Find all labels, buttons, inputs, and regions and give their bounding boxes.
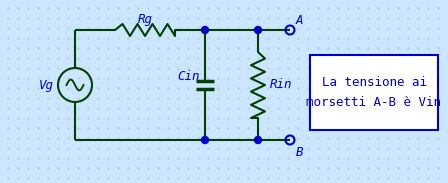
Circle shape	[254, 137, 262, 143]
Circle shape	[202, 27, 208, 33]
Bar	[310, 55, 438, 130]
Circle shape	[254, 27, 262, 33]
Text: A: A	[296, 14, 303, 27]
Text: Rg: Rg	[138, 12, 152, 25]
Text: La tensione ai
morsetti A-B è Vin: La tensione ai morsetti A-B è Vin	[306, 76, 441, 109]
Text: Rin: Rin	[270, 79, 293, 92]
Circle shape	[202, 137, 208, 143]
Text: B: B	[296, 145, 303, 158]
Text: Cin: Cin	[177, 70, 200, 83]
Text: Vg: Vg	[39, 79, 54, 92]
